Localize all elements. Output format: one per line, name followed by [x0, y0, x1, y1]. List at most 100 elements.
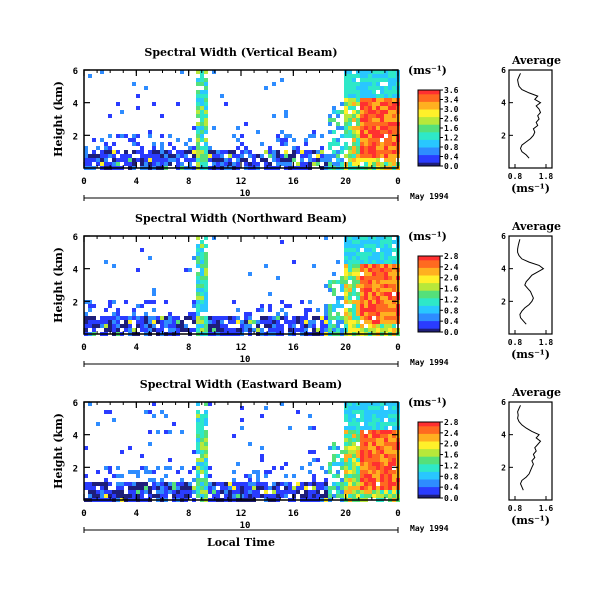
heatmap-cell — [376, 486, 380, 490]
colorbar-swatch — [418, 288, 440, 291]
heatmap-cell — [160, 154, 164, 158]
heatmap-cell — [388, 276, 392, 280]
heatmap-cell — [184, 494, 188, 498]
y-axis-label: Height (km) — [52, 81, 65, 157]
heatmap-cell — [388, 118, 392, 122]
heatmap-cell — [364, 276, 368, 280]
heatmap-cell — [376, 70, 380, 74]
heatmap-cell — [184, 324, 188, 328]
heatmap-cell — [348, 70, 352, 74]
heatmap-cell — [156, 162, 160, 166]
heatmap-cell — [372, 130, 376, 134]
heatmap-cell — [332, 308, 336, 312]
heatmap-cell — [196, 150, 200, 154]
colorbar-swatch — [418, 444, 440, 448]
heatmap-cell — [156, 158, 160, 162]
heatmap-cell — [240, 134, 244, 138]
heatmap-cell — [244, 162, 248, 166]
heatmap-cell — [140, 304, 144, 308]
heatmap-cell — [392, 134, 396, 138]
heatmap-cell — [300, 154, 304, 158]
heatmap-cell — [196, 316, 200, 320]
heatmap-cell — [392, 126, 396, 130]
heatmap-cell — [372, 70, 376, 74]
heatmap-cell — [360, 296, 364, 300]
heatmap-cell — [388, 86, 392, 90]
heatmap-cell — [168, 430, 172, 434]
heatmap-cell — [120, 482, 124, 486]
heatmap-cell — [228, 328, 232, 332]
colorbar-swatch — [418, 475, 440, 478]
heatmap-cell — [384, 486, 388, 490]
heatmap-cell — [124, 494, 128, 498]
heatmap-cell — [212, 236, 216, 240]
heatmap-cell — [380, 256, 384, 260]
heatmap-cell — [104, 150, 108, 154]
colorbar-tick-label: 0.4 — [444, 483, 459, 492]
heatmap-cell — [244, 482, 248, 486]
colorbar-swatch — [418, 131, 440, 135]
heatmap-cell — [320, 146, 324, 150]
heatmap-cell — [204, 162, 208, 166]
heatmap-cell — [204, 328, 208, 332]
heatmap-cell — [248, 474, 252, 478]
heatmap-cell — [352, 284, 356, 288]
heatmap-cell — [260, 414, 264, 418]
heatmap-cell — [372, 74, 376, 78]
heatmap-cell — [344, 142, 348, 146]
heatmap-cell — [348, 478, 352, 482]
heatmap-cell — [112, 328, 116, 332]
heatmap-cell — [208, 320, 212, 324]
heatmap-cell — [344, 470, 348, 474]
heatmap-cell — [360, 450, 364, 454]
heatmap-cell — [348, 328, 352, 332]
heatmap-cell — [364, 312, 368, 316]
heatmap-cell — [276, 490, 280, 494]
heatmap-cell — [204, 296, 208, 300]
colorbar-tick-label: 0.4 — [444, 153, 459, 162]
heatmap-cell — [376, 252, 380, 256]
colorbar-swatch — [418, 162, 440, 165]
colorbar-swatch — [418, 148, 440, 152]
heatmap-cell — [320, 134, 324, 138]
heatmap-cell — [368, 106, 372, 110]
heatmap-cell — [164, 158, 168, 162]
heatmap-cell — [392, 94, 396, 98]
heatmap-cell — [180, 486, 184, 490]
heatmap-cell — [140, 490, 144, 494]
heatmap-cell — [360, 486, 364, 490]
heatmap-cell — [148, 150, 152, 154]
heatmap-cell — [288, 482, 292, 486]
heatmap-cell — [232, 328, 236, 332]
heatmap-cell — [116, 466, 120, 470]
average-frame — [508, 69, 553, 169]
heatmap-cell — [384, 158, 388, 162]
heatmap-cell — [172, 158, 176, 162]
heatmap-cell — [260, 494, 264, 498]
heatmap-cell — [116, 482, 120, 486]
heatmap-cell — [284, 162, 288, 166]
heatmap-cell — [296, 316, 300, 320]
heatmap-cell — [272, 466, 276, 470]
heatmap-cell — [204, 150, 208, 154]
heatmap-cell — [136, 470, 140, 474]
heatmap-cell — [372, 106, 376, 110]
heatmap-cell — [364, 288, 368, 292]
heatmap-cell — [296, 146, 300, 150]
colorbar-swatch — [418, 133, 440, 137]
heatmap-cell — [388, 462, 392, 466]
heatmap-cell — [356, 276, 360, 280]
heatmap-cell — [388, 252, 392, 256]
heatmap-cell — [380, 102, 384, 106]
heatmap-cell — [388, 490, 392, 494]
colorbar-swatch — [418, 294, 440, 297]
heatmap-cell — [188, 316, 192, 320]
heatmap-cell — [140, 316, 144, 320]
heatmap-cell — [160, 490, 164, 494]
heatmap-cell — [196, 272, 200, 276]
heatmap-cell — [384, 130, 388, 134]
heatmap-cell — [152, 308, 156, 312]
heatmap-cell — [204, 438, 208, 442]
heatmap-cell — [348, 490, 352, 494]
heatmap-cell — [312, 162, 316, 166]
